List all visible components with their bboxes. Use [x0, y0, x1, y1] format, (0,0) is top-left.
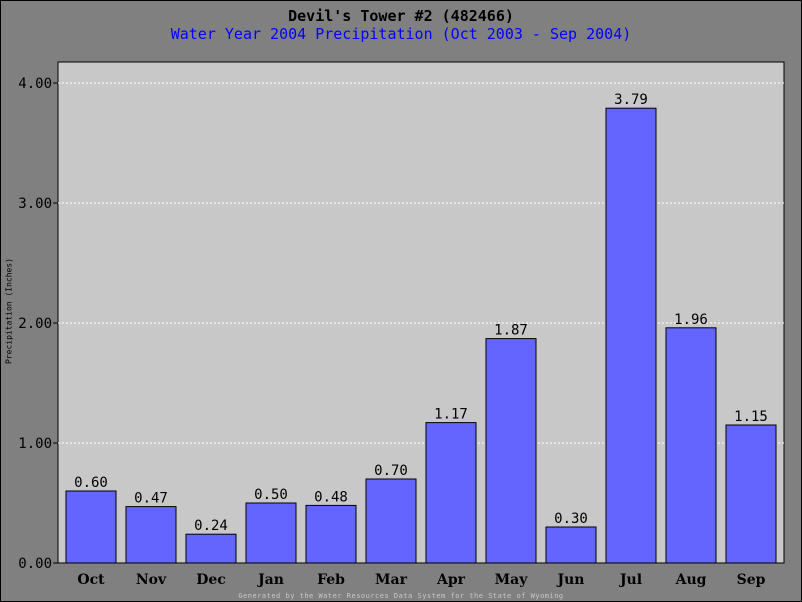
bar-value-label: 3.79 [614, 92, 648, 108]
x-tick-label: Jun [556, 572, 585, 588]
x-tick-label: Jul [618, 572, 642, 588]
x-tick-label: Jan [256, 572, 284, 588]
bar [245, 502, 297, 564]
bar-value-label: 0.24 [194, 518, 228, 534]
y-tick-label: 2.00 [18, 316, 52, 332]
x-tick-label: Oct [77, 572, 105, 588]
x-tick-label: Aug [675, 572, 707, 588]
chart-subtitle: Water Year 2004 Precipitation (Oct 2003 … [170, 25, 632, 43]
y-tick-label: 3.00 [18, 196, 52, 212]
x-tick-label: Nov [136, 572, 167, 588]
x-tick-label: Dec [196, 572, 226, 588]
bar [125, 506, 177, 564]
bar [665, 327, 717, 564]
bar-value-label: 0.47 [134, 491, 168, 507]
bar-value-label: 0.70 [374, 463, 408, 479]
bar-value-label: 0.48 [314, 489, 348, 505]
plot-area [57, 61, 785, 564]
bar-value-label: 1.15 [734, 409, 768, 425]
chart-title: Devil's Tower #2 (482466) [288, 7, 514, 25]
bar [605, 107, 657, 564]
bar [725, 424, 777, 564]
bar [185, 533, 237, 564]
bar [485, 338, 537, 564]
bar [425, 422, 477, 564]
x-tick-label: Apr [436, 572, 466, 588]
bar-value-label: 1.96 [674, 312, 708, 328]
y-tick-label: 0.00 [18, 556, 52, 572]
bar-value-label: 0.30 [554, 511, 588, 527]
x-tick-label: May [495, 572, 529, 588]
bar-value-label: 0.50 [254, 487, 288, 503]
bar [305, 504, 357, 564]
bar [65, 490, 117, 564]
footer-credit: Generated by the Water Resources Data Sy… [238, 592, 564, 600]
x-tick-label: Mar [375, 572, 408, 588]
bar [365, 478, 417, 564]
bar-value-label: 1.87 [494, 323, 528, 339]
bar-value-label: 1.17 [434, 407, 468, 423]
x-tick-label: Feb [317, 572, 345, 588]
bar [545, 526, 597, 564]
bar-value-label: 0.60 [74, 475, 108, 491]
y-tick-label: 4.00 [18, 76, 52, 92]
y-tick-label: 1.00 [18, 436, 52, 452]
x-tick-label: Sep [737, 572, 766, 588]
